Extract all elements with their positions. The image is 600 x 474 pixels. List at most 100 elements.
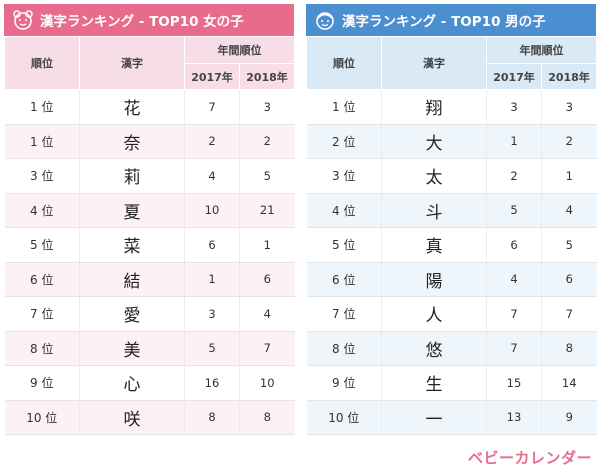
rank-2018-cell: 8 — [541, 331, 597, 366]
column-header-2017: 2017年 — [486, 63, 542, 90]
rank-2018-cell: 6 — [239, 262, 295, 297]
rank-2018-cell: 5 — [239, 158, 295, 194]
kanji-cell: 生 — [381, 365, 487, 401]
rank-cell: 4 位 — [4, 193, 80, 228]
rank-cell: 3 位 — [4, 158, 80, 194]
rank-cell: 6 位 — [306, 262, 382, 297]
rank-2017-cell: 1 — [486, 124, 542, 159]
rank-2018-cell: 2 — [541, 124, 597, 159]
rank-cell: 1 位 — [306, 89, 382, 125]
kanji-cell: 陽 — [381, 262, 487, 297]
rank-2018-cell: 1 — [541, 158, 597, 194]
kanji-cell: 心 — [79, 365, 185, 401]
rank-2017-cell: 7 — [486, 296, 542, 332]
girls-panel-header: 漢字ランキング - TOP10 女の子 — [4, 4, 294, 36]
kanji-cell: 美 — [79, 331, 185, 366]
table-row: 9 位心 16 10 — [4, 365, 295, 401]
rank-2018-cell: 7 — [541, 296, 597, 332]
kanji-cell: 奈 — [79, 124, 185, 159]
kanji-cell: 大 — [381, 124, 487, 159]
rank-2017-cell: 3 — [184, 296, 240, 332]
rank-cell: 8 位 — [306, 331, 382, 366]
rank-2018-cell: 3 — [239, 89, 295, 125]
kanji-cell: 太 — [381, 158, 487, 194]
table-row: 9 位生 15 14 — [306, 365, 597, 401]
rank-cell: 2 位 — [306, 124, 382, 159]
column-header-2018: 2018年 — [239, 63, 295, 90]
rank-2017-cell: 7 — [184, 89, 240, 125]
rank-2018-cell: 7 — [239, 331, 295, 366]
rank-cell: 5 位 — [306, 227, 382, 263]
rank-2017-cell: 2 — [486, 158, 542, 194]
rank-2017-cell: 8 — [184, 400, 240, 435]
rank-2018-cell: 6 — [541, 262, 597, 297]
kanji-cell: 結 — [79, 262, 185, 297]
rank-2017-cell: 5 — [486, 193, 542, 228]
rank-2017-cell: 3 — [486, 89, 542, 125]
girls-panel-title: 漢字ランキング - TOP10 女の子 — [40, 14, 244, 30]
rank-2017-cell: 10 — [184, 193, 240, 228]
rank-cell: 8 位 — [4, 331, 80, 366]
kanji-cell: 花 — [79, 89, 185, 125]
column-header-year-group: 年間順位 — [486, 36, 597, 64]
rank-2018-cell: 3 — [541, 89, 597, 125]
rank-2017-cell: 6 — [184, 227, 240, 263]
rank-cell: 7 位 — [4, 296, 80, 332]
rank-2017-cell: 7 — [486, 331, 542, 366]
rank-2017-cell: 16 — [184, 365, 240, 401]
kanji-cell: 悠 — [381, 331, 487, 366]
kanji-cell: 一 — [381, 400, 487, 435]
rank-2018-cell: 2 — [239, 124, 295, 159]
boy-face-icon — [316, 12, 334, 30]
rank-2017-cell: 6 — [486, 227, 542, 263]
girl-face-icon — [13, 10, 33, 30]
rank-2018-cell: 14 — [541, 365, 597, 401]
rank-cell: 6 位 — [4, 262, 80, 297]
boys-panel-title: 漢字ランキング - TOP10 男の子 — [342, 14, 546, 30]
kanji-cell: 莉 — [79, 158, 185, 194]
rank-cell: 1 位 — [4, 89, 80, 125]
rank-2017-cell: 5 — [184, 331, 240, 366]
rank-2017-cell: 4 — [184, 158, 240, 194]
kanji-cell: 愛 — [79, 296, 185, 332]
column-header-kanji: 漢字 — [381, 36, 487, 90]
table-row: 4 位夏 10 21 — [4, 193, 295, 228]
kanji-cell: 菜 — [79, 227, 185, 263]
column-header-rank: 順位 — [306, 36, 382, 90]
column-header-year-group: 年間順位 — [184, 36, 295, 64]
rank-2018-cell: 8 — [239, 400, 295, 435]
rank-cell: 1 位 — [4, 124, 80, 159]
rank-2018-cell: 1 — [239, 227, 295, 263]
table-row: 10 位一 13 9 — [306, 400, 597, 435]
column-header-rank: 順位 — [4, 36, 80, 90]
rank-cell: 10 位 — [306, 400, 382, 435]
kanji-cell: 夏 — [79, 193, 185, 228]
rank-2017-cell: 4 — [486, 262, 542, 297]
rank-cell: 5 位 — [4, 227, 80, 263]
rank-2017-cell: 2 — [184, 124, 240, 159]
column-header-2017: 2017年 — [184, 63, 240, 90]
rank-cell: 9 位 — [306, 365, 382, 401]
rank-2017-cell: 1 — [184, 262, 240, 297]
rank-2018-cell: 10 — [239, 365, 295, 401]
rank-cell: 4 位 — [306, 193, 382, 228]
rank-2018-cell: 21 — [239, 193, 295, 228]
boys-panel-header: 漢字ランキング - TOP10 男の子 — [306, 4, 596, 36]
rank-2017-cell: 13 — [486, 400, 542, 435]
column-header-2018: 2018年 — [541, 63, 597, 90]
